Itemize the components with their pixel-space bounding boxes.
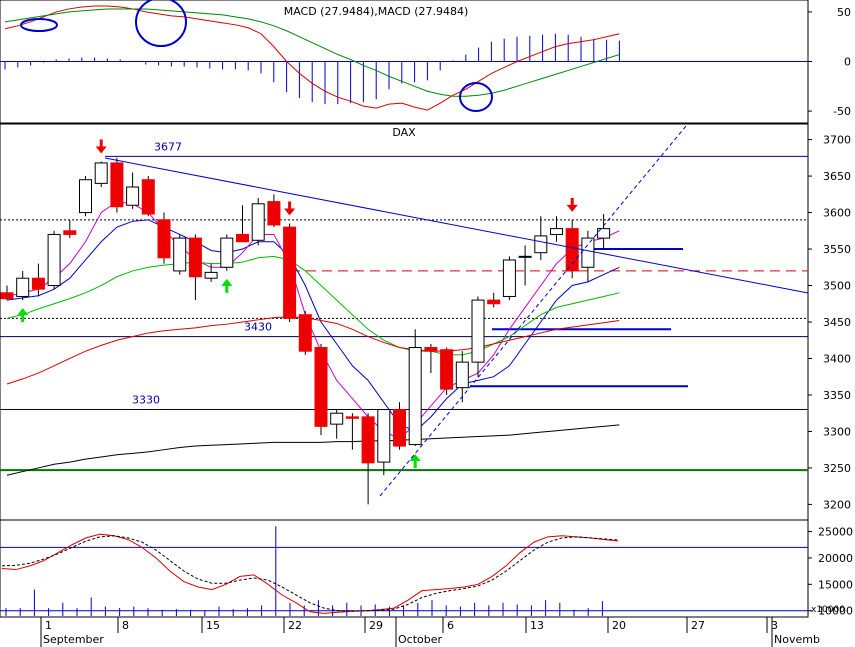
y-tick-label: -50 (833, 105, 851, 118)
y-tick-label: 10000 (818, 605, 853, 618)
y-tick-label: 20000 (818, 552, 853, 565)
candle-body (440, 349, 454, 390)
candle-body (173, 237, 187, 272)
x-tick-label: 1 (45, 619, 52, 632)
candle-body (16, 277, 30, 297)
candle-body (188, 237, 202, 278)
candle-body (157, 219, 171, 259)
y-tick-label: 3300 (823, 425, 851, 438)
sell-arrow-icon (566, 197, 578, 212)
annotation-circle (135, 0, 187, 47)
candle-body (110, 162, 124, 208)
candle-body (47, 233, 61, 287)
price-title: DAX (392, 126, 416, 139)
macd-line (4, 8, 620, 97)
y-tick-label: 15000 (818, 578, 853, 591)
candle-body (408, 347, 422, 446)
moving-average (6, 424, 620, 476)
volume-oscillator (1, 535, 619, 612)
x-tick-label: 27 (691, 619, 705, 632)
x-tick-label: 29 (369, 619, 383, 632)
candle-body (220, 237, 234, 268)
moving-average (6, 316, 620, 385)
candle-body (236, 233, 249, 243)
candle-body (502, 259, 516, 297)
downtrend-line (104, 157, 809, 294)
candle-body (377, 409, 391, 463)
candle-body (141, 179, 155, 215)
x-tick-label: 22 (288, 619, 302, 632)
candle-body (298, 314, 312, 352)
candle-body (565, 228, 579, 272)
level-label: 3330 (132, 394, 160, 407)
y-tick-label: 3450 (823, 316, 851, 329)
y-tick-label: 3650 (823, 170, 851, 183)
y-tick-label: 50 (837, 6, 851, 19)
macd-title: MACD (27.9484),MACD (27.9484) (284, 5, 469, 18)
annotation-circle (20, 18, 58, 32)
candle-body (31, 277, 45, 290)
candle-body (63, 230, 77, 235)
y-tick-label: 3700 (823, 134, 851, 147)
x-tick-label: 13 (530, 619, 544, 632)
y-tick-label: 3550 (823, 243, 851, 256)
x-tick-label: 15 (206, 619, 220, 632)
y-tick-label: 3350 (823, 389, 851, 402)
month-label: Novemb (774, 633, 820, 646)
candle-body (283, 226, 297, 319)
y-tick-label: 3200 (823, 498, 851, 511)
candle-body (471, 299, 485, 363)
y-tick-label: 3400 (823, 352, 851, 365)
month-label: September (43, 633, 104, 646)
uptrend-line (379, 125, 687, 497)
y-tick-label: 3600 (823, 207, 851, 220)
candle-body (204, 271, 218, 279)
volume-oscillator (1, 533, 619, 614)
moving-average (6, 255, 620, 356)
candle-body (597, 228, 611, 239)
sell-arrow-icon (284, 201, 296, 216)
buy-arrow-icon (17, 308, 29, 323)
y-tick-label: 3250 (823, 462, 851, 475)
candle-body (126, 186, 140, 206)
moving-average (6, 201, 620, 440)
x-tick-label: 6 (447, 619, 454, 632)
candle-body (455, 361, 469, 389)
candle-body (330, 412, 344, 425)
x-tick-label: 20 (612, 619, 626, 632)
candle-body (361, 416, 375, 464)
candle-body (314, 347, 328, 427)
candle-body (267, 201, 281, 226)
candle-body (518, 255, 532, 258)
macd-line (4, 5, 620, 111)
month-label: October (398, 633, 442, 646)
candle-body (487, 299, 501, 305)
candle-body (94, 162, 108, 184)
level-label: 3430 (244, 321, 272, 334)
volume-panel (0, 519, 809, 618)
candle-body (581, 237, 595, 268)
unit-label: x10000 (811, 605, 845, 615)
candle-body (0, 292, 14, 300)
candle-body (79, 179, 92, 214)
candle-body (424, 347, 438, 352)
candle-body (550, 228, 563, 235)
x-tick-label: 8 (122, 619, 129, 632)
y-tick-label: 3500 (823, 280, 851, 293)
candle-body (251, 203, 265, 241)
y-tick-label: 0 (844, 56, 851, 69)
buy-arrow-icon (221, 278, 233, 293)
sell-arrow-icon (95, 139, 107, 154)
moving-average (6, 219, 620, 433)
level-label: 3677 (154, 140, 182, 153)
candle-body (345, 416, 359, 419)
x-tick-label: 3 (771, 619, 778, 632)
annotation-circle (459, 82, 493, 112)
y-tick-label: 25000 (818, 526, 853, 539)
candle-body (534, 235, 548, 254)
candle-body (393, 409, 406, 447)
